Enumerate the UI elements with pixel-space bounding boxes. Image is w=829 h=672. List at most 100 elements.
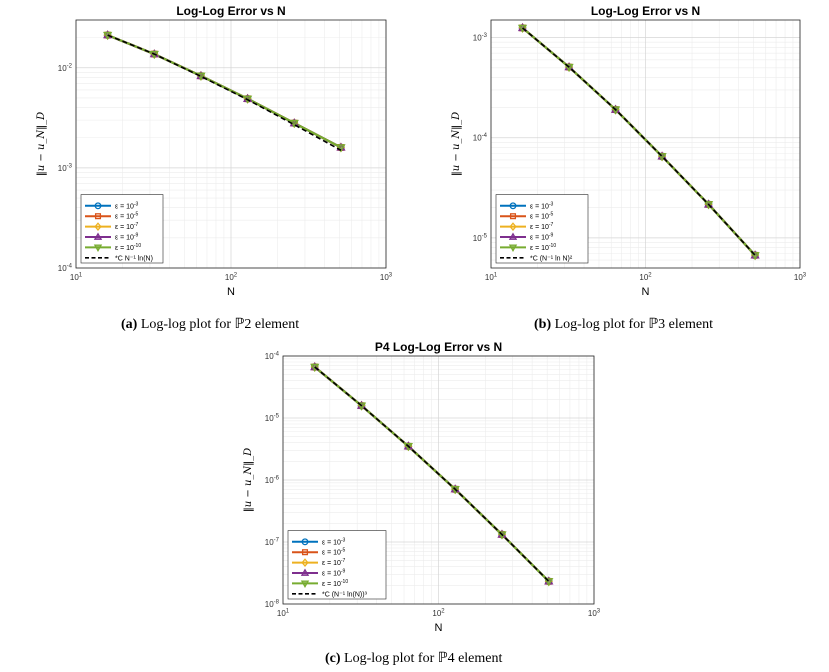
x-tick-base: 10 [794,273,803,282]
plot-frame [490,19,801,269]
legend-entry-reference: *C N⁻¹ ln(N) [115,255,153,262]
x-axis-label: N [642,286,650,298]
y-tick-exponent: -7 [274,538,280,544]
caption-a-text: Log-log plot for ℙ2 element [137,317,300,332]
x-tick-label: 101 [70,273,83,283]
x-tick-base: 10 [432,609,441,618]
x-tick-base: 10 [70,273,79,282]
y-tick-base: 10 [265,538,274,547]
legend-swatch-marker [508,232,518,240]
legend-swatch-marker [94,213,102,220]
y-tick-label: 10-5 [473,233,488,243]
legend-swatch-marker [509,202,517,210]
legend: ε = 10-3ε = 10-5ε = 10-7ε = 10-9ε = 10-1… [80,194,164,264]
x-tick-base: 10 [277,609,286,618]
y-tick-label: 10-6 [265,476,280,486]
y-tick-exponent: -8 [274,600,280,606]
y-axis-label: ‖u − u_N‖_D [243,448,254,512]
chart-title: Log-Log Error vs N [176,4,285,18]
x-tick-label: 101 [277,609,290,619]
legend-entry: ε = 10-9 [530,233,554,242]
y-axis-label: ‖u − u_N‖_D [36,112,47,176]
y-axis-label: ‖u − u_N‖_D [451,112,462,176]
legend-swatch-marker [509,222,517,231]
legend-entry-text: ε = 10 [322,539,341,546]
y-tick-exponent: -3 [482,33,488,39]
legend-entry-exponent: -10 [134,243,141,249]
y-tick-exponent: -4 [67,264,73,270]
x-tick-base: 10 [225,273,234,282]
legend-swatch-marker [508,244,518,252]
x-axis-label: N [435,622,443,634]
legend-entry: ε = 10-3 [530,201,554,210]
legend-entry: ε = 10-5 [322,548,346,557]
legend-entry-exponent: -10 [549,243,556,249]
y-tick-base: 10 [265,600,274,609]
y-tick-exponent: -3 [67,163,73,169]
legend-entry-reference: *C (N⁻¹ ln N)² [530,255,573,262]
y-tick-exponent: -6 [274,476,280,482]
legend-entry-exponent: -5 [341,548,346,554]
legend-entry-exponent: -5 [134,212,139,218]
x-tick-exponent: 3 [597,609,601,615]
legend-entry-reference: *C (N⁻¹ ln(N))³ [322,591,368,598]
legend-entry: ε = 10-5 [115,212,139,221]
y-tick-base: 10 [265,352,274,361]
legend-entry-text: ε = 10 [530,203,549,210]
y-tick-exponent: -2 [67,63,73,69]
legend-entry: ε = 10-9 [115,233,139,242]
chart-title: Log-Log Error vs N [591,4,700,18]
legend-swatch-marker [94,202,102,210]
legend-entry-exponent: -3 [341,537,346,543]
x-tick-label: 103 [794,273,807,283]
legend-entry: ε = 10-10 [530,243,556,252]
y-tick-exponent: -5 [482,233,488,239]
x-tick-base: 10 [588,609,597,618]
plot-frame [75,19,387,269]
x-tick-exponent: 1 [286,609,290,615]
x-tick-label: 103 [588,609,601,619]
y-tick-exponent: -4 [274,352,280,358]
x-tick-label: 102 [639,273,652,283]
x-tick-exponent: 2 [648,273,652,279]
x-tick-label: 102 [432,609,445,619]
x-tick-exponent: 2 [441,609,445,615]
y-tick-base: 10 [265,476,274,485]
legend-entry-exponent: -7 [134,222,139,228]
legend-swatch-marker [301,549,309,556]
legend-entry: ε = 10-7 [115,222,139,231]
legend: ε = 10-3ε = 10-5ε = 10-7ε = 10-9ε = 10-1… [287,530,387,600]
plot-frame [282,355,595,605]
legend-swatch-marker [509,213,517,220]
y-tick-base: 10 [473,234,482,243]
legend-entry: ε = 10-5 [530,212,554,221]
x-tick-base: 10 [485,273,494,282]
x-tick-exponent: 2 [234,273,238,279]
legend-entry-exponent: -9 [549,233,554,239]
legend-entry-text: ε = 10 [322,550,341,557]
caption-a-label: (a) [121,317,138,332]
legend-entry-exponent: -3 [549,201,554,207]
x-axis-label: N [227,286,235,298]
caption-a: (a) Log-log plot for ℙ2 element [121,316,299,333]
y-tick-base: 10 [58,264,67,273]
legend-swatch-marker [300,580,310,588]
y-tick-label: 10-4 [265,352,280,362]
legend-entry: ε = 10-7 [530,222,554,231]
reference-line [522,27,756,256]
caption-b-label: (b) [534,317,552,332]
x-tick-exponent: 3 [803,273,807,279]
legend-entry: ε = 10-9 [322,569,346,578]
x-tick-label: 101 [485,273,498,283]
y-tick-exponent: -5 [274,414,280,420]
chart-panel-c: 101 102 103 10-8 10-7 10-6 10-5 10-4 P4 Log-Log … [220,336,620,641]
legend-entry-exponent: -9 [134,233,139,239]
legend-entry-text: ε = 10 [530,224,549,231]
y-tick-base: 10 [58,164,67,173]
legend-entry-exponent: -7 [549,222,554,228]
reference-line [314,366,550,582]
legend-entry-exponent: -3 [134,201,139,207]
